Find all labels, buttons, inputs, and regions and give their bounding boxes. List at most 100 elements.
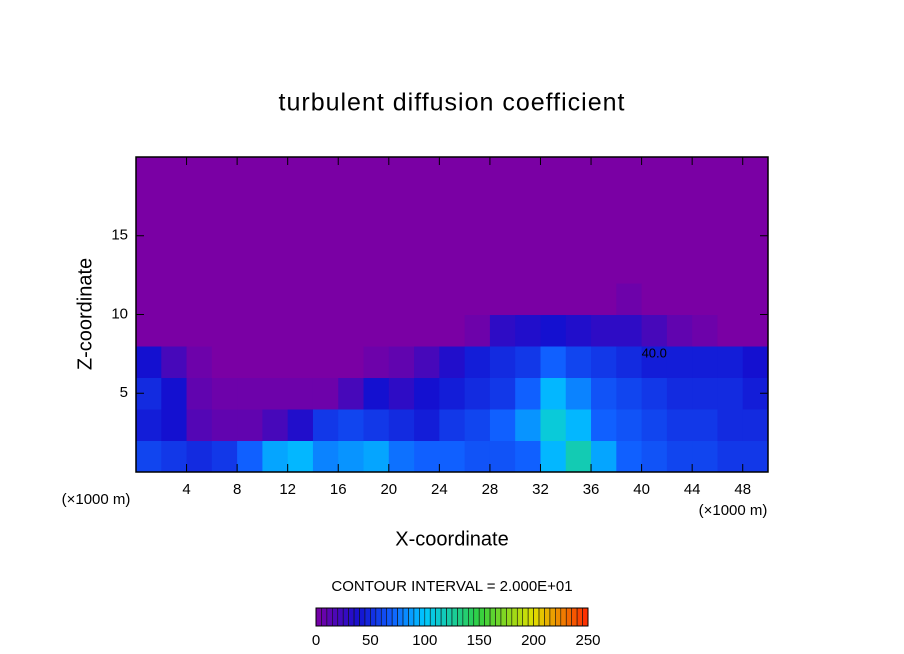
colorbar-swatch <box>348 607 355 627</box>
heat-cell <box>565 188 592 221</box>
colorbar-swatch <box>380 607 388 627</box>
heat-cell <box>211 314 238 347</box>
heat-cell <box>237 314 263 347</box>
heat-cell <box>565 346 592 378</box>
heat-cell <box>211 440 238 473</box>
colorbar-tick-label: 150 <box>467 632 492 649</box>
contour-interval: CONTOUR INTERVAL = 2.000E+01 <box>331 578 572 595</box>
heat-cell <box>692 283 718 315</box>
colorbar-swatch <box>484 607 491 627</box>
colorbar-swatch <box>397 607 404 627</box>
heat-cell <box>692 157 718 189</box>
heat-cell <box>363 220 390 252</box>
heat-cell <box>211 188 238 221</box>
heat-cell <box>262 220 289 252</box>
heat-cell <box>489 409 516 441</box>
heat-cell <box>565 409 592 441</box>
heat-cell <box>136 346 162 378</box>
heat-cell <box>312 251 339 284</box>
heat-cell <box>591 157 617 189</box>
heat-cell <box>515 314 541 347</box>
heat-cell <box>439 346 466 378</box>
colorbar-swatch <box>429 607 436 627</box>
heat-cell <box>742 283 769 315</box>
colorbar-swatch <box>321 607 328 627</box>
heat-cell <box>312 377 339 410</box>
heat-cell <box>591 283 617 315</box>
heat-cell <box>591 440 617 473</box>
colorbar-swatch <box>582 607 589 627</box>
heat-cell <box>515 251 541 284</box>
heat-cell <box>641 188 668 221</box>
colorbar-swatch <box>364 607 371 627</box>
heat-cell <box>464 157 491 189</box>
colorbar-swatch <box>565 607 572 627</box>
heat-cell <box>161 409 188 441</box>
heat-cell <box>439 409 466 441</box>
heat-cell <box>717 440 744 473</box>
colorbar-swatch <box>446 607 453 627</box>
heat-cell <box>338 157 365 189</box>
heat-cell <box>439 157 466 189</box>
heat-cell <box>717 251 744 284</box>
x-tick-label: 16 <box>330 481 347 498</box>
colorbar-swatch <box>359 607 366 627</box>
colorbar-swatch <box>424 607 431 627</box>
colorbar-swatch <box>462 607 469 627</box>
heat-cell <box>363 440 390 473</box>
heat-cell <box>641 314 668 347</box>
x-tick-label: 48 <box>734 481 751 498</box>
heat-cell <box>388 283 415 315</box>
colorbar-swatch <box>506 607 513 627</box>
heat-cell <box>591 188 617 221</box>
heat-cell <box>136 157 162 189</box>
heat-cell <box>388 157 415 189</box>
heat-cell <box>666 409 693 441</box>
heat-cell <box>287 377 314 410</box>
heat-cell <box>414 220 440 252</box>
heat-cell <box>414 409 440 441</box>
heat-cell <box>414 440 440 473</box>
heat-cell <box>287 314 314 347</box>
heat-cell <box>439 251 466 284</box>
colorbar-swatch <box>435 607 442 627</box>
colorbar-swatch <box>571 607 578 627</box>
heat-cell <box>742 314 769 347</box>
heat-cell <box>237 251 263 284</box>
heat-cell <box>515 440 541 473</box>
heat-cell <box>540 188 567 221</box>
heat-cell <box>591 314 617 347</box>
colorbar-swatch <box>522 607 529 627</box>
heat-cell <box>616 283 643 315</box>
heat-cell <box>186 283 213 315</box>
colorbar-swatch <box>544 607 551 627</box>
heat-cell <box>464 251 491 284</box>
x-tick-label: 12 <box>279 481 296 498</box>
heat-cell <box>641 283 668 315</box>
heat-cell <box>161 251 188 284</box>
heat-cell <box>565 220 592 252</box>
x-tick-label: 4 <box>182 481 190 498</box>
heat-cell <box>540 346 567 378</box>
heat-cell <box>388 377 415 410</box>
colorbar-swatch <box>516 607 524 627</box>
heat-cell <box>186 188 213 221</box>
y-tick-label: 5 <box>120 384 128 401</box>
heat-cell <box>591 251 617 284</box>
colorbar-swatch <box>511 607 518 627</box>
colorbar-swatch <box>391 607 398 627</box>
heat-cell <box>363 251 390 284</box>
colorbar-swatch <box>576 607 583 627</box>
heat-cell <box>616 251 643 284</box>
heat-cell <box>388 346 415 378</box>
x-unit: (×1000 m) <box>699 502 768 519</box>
heat-cell <box>515 409 541 441</box>
heat-cell <box>641 251 668 284</box>
heat-cell <box>161 188 188 221</box>
heat-cell <box>540 440 567 473</box>
heat-cell <box>742 188 769 221</box>
heat-cell <box>338 346 365 378</box>
heat-cell <box>211 346 238 378</box>
heat-cell <box>338 283 365 315</box>
heat-cell <box>616 377 643 410</box>
